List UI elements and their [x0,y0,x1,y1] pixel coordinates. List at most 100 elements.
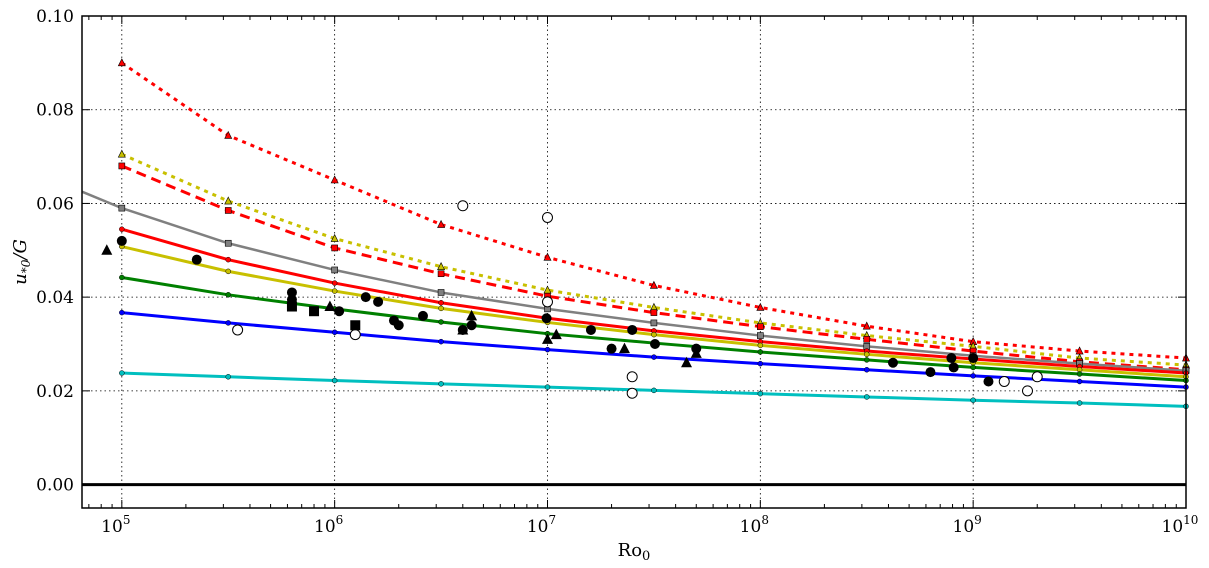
open-circle-point [457,200,469,212]
series-marker [863,336,871,343]
open-circle-point [541,296,553,308]
series-marker [119,274,125,281]
filled-triangle-point [618,342,630,354]
filled-square-point [309,306,320,317]
series-marker [119,370,125,376]
series-marker [651,387,657,394]
series-marker [862,321,871,330]
series-marker [651,331,657,338]
series-marker [438,381,444,387]
filled-circle-point [116,235,127,246]
series-marker [437,270,445,278]
series-marker [330,175,339,184]
series-marker [119,226,125,232]
filled-circle-point [585,324,596,335]
series-marker [331,244,338,252]
y-tick-label: 0.02 [36,382,74,402]
filled-triangle-point [101,244,113,255]
series-marker [437,289,445,296]
filled-circle-point [417,310,428,321]
series-marker [224,130,233,139]
filled-square-point [286,301,297,312]
series-marker [225,320,231,326]
series-marker [1076,371,1083,377]
series-marker [757,332,764,339]
series-marker [119,309,125,316]
series-marker [331,266,338,274]
filled-triangle-point [550,328,562,340]
filled-circle-point [373,296,384,307]
series-marker [331,329,338,336]
y-tick-label: 0.06 [36,194,74,214]
series-marker [1076,378,1083,385]
series-marker [757,360,764,367]
series-marker [649,280,658,289]
y-axis-label-text: u*0/G [10,239,33,285]
series-marker [437,219,446,228]
filled-circle-point [925,367,936,378]
series-marker [118,162,126,170]
x-axis-label: Ro0 [618,540,651,564]
filled-square-point [350,320,361,331]
series-marker [863,394,870,400]
series-marker [437,262,446,270]
filled-triangle-point [457,323,469,335]
filled-triangle-point [466,309,478,321]
filled-triangle-point [681,356,693,368]
series-marker [331,288,338,294]
x-tick-label: 107 [527,513,556,537]
y-tick-label: 0.10 [36,7,74,27]
series-marker [438,338,444,345]
series-marker [224,196,233,205]
grey-extension-line [81,190,123,210]
filled-circle-point [466,320,477,331]
filled-circle-point [541,313,552,324]
open-circle-point [998,375,1010,387]
x-tick-label: 106 [314,513,343,537]
open-circle-point [349,329,361,341]
series-line-1 [121,152,1187,367]
series-marker [117,149,126,158]
series-marker [1076,400,1083,406]
y-tick-label: 0.04 [36,288,74,308]
series-marker [970,373,976,379]
axis-ticks: 105 106 107 108 109 1010 0.00 0.02 0.04 0.06 0.08 0… [36,7,1198,537]
plot-frame [81,15,1187,509]
series-marker [438,319,444,325]
series-marker [757,390,764,397]
filled-circle-point [286,287,297,298]
filled-circle-point [606,343,617,354]
x-tick-label: 105 [101,513,130,537]
open-circle-point [626,387,638,399]
gridlines [82,15,1187,508]
series-marker [118,204,126,212]
filled-triangle-point [541,333,553,344]
filled-circle-point [393,320,404,331]
series-marker [225,374,231,380]
filled-circle-point [983,376,994,387]
open-circle-point [232,324,244,336]
series-marker [970,397,976,403]
filled-circle-point [360,292,371,303]
series-marker [331,377,338,384]
series-marker [757,342,764,349]
open-circle-point [541,211,553,223]
y-axis-label: u*0/G [10,239,33,285]
filled-circle-point [650,339,661,349]
series-marker [225,256,231,263]
open-circle-point [626,371,638,383]
series-marker [757,323,764,330]
filled-circle-point [946,353,957,364]
series-marker [863,367,870,373]
y-tick-label: 0.08 [36,101,74,121]
series-marker [650,319,658,327]
series-marker [543,252,552,261]
filled-triangle-point [690,347,702,358]
y-tick-label: 0.00 [36,476,74,496]
series-marker [225,292,231,298]
filled-circle-point [627,324,638,335]
filled-circle-point [887,357,898,368]
open-circle-point [1031,371,1043,383]
series-marker [863,351,870,358]
